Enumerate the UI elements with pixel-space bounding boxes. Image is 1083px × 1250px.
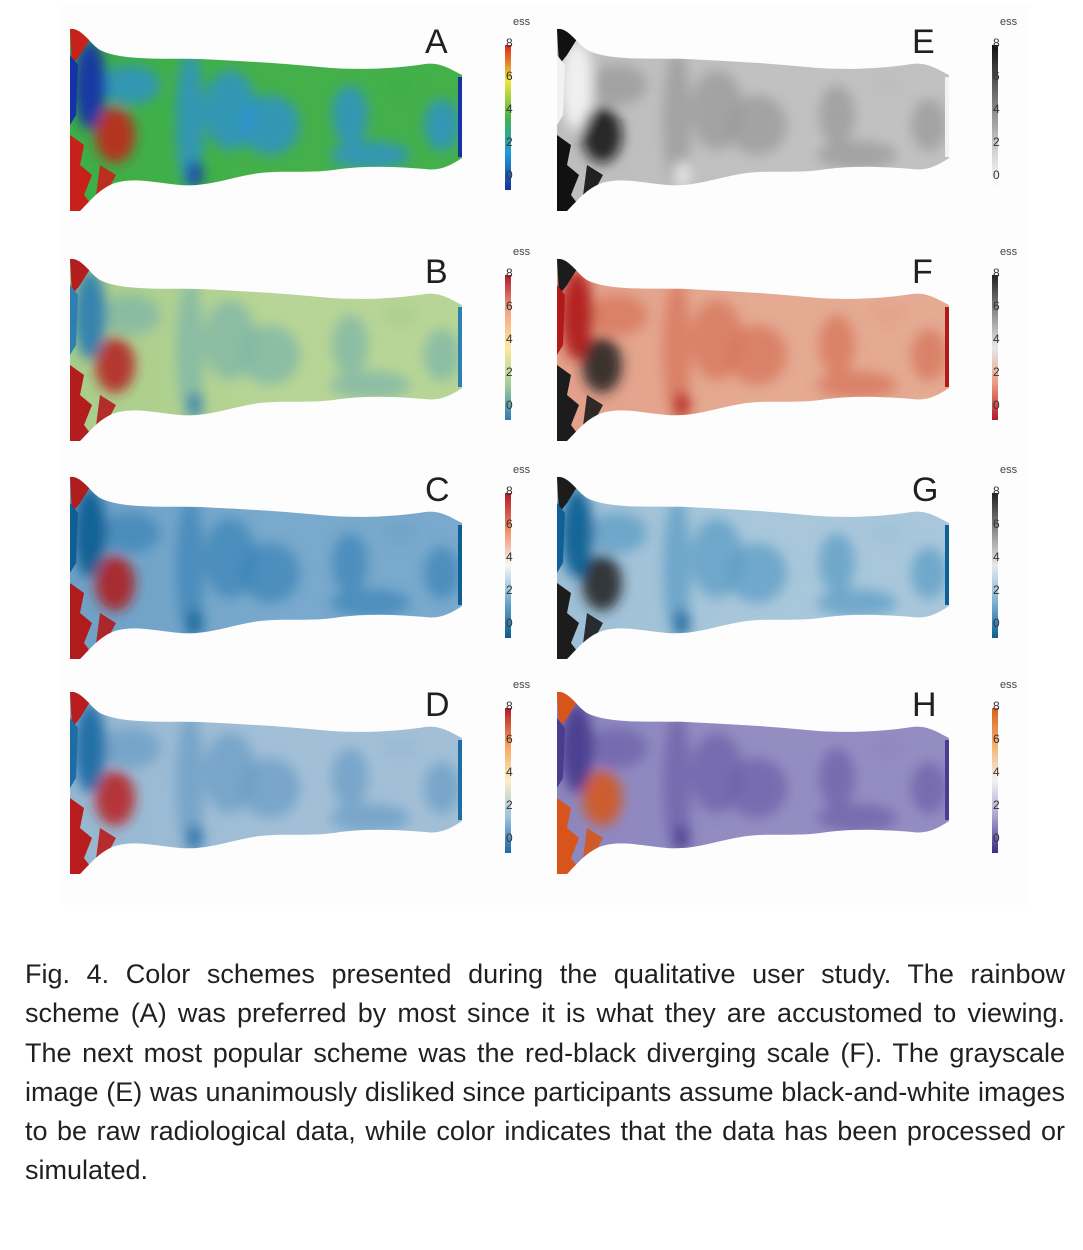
colorbar-tick: 6	[993, 69, 1000, 83]
colorbar-tick: 2	[506, 135, 513, 149]
colorbar-tick: 4	[506, 102, 513, 116]
wall-shear-visualization	[70, 258, 462, 442]
colorbar-tick: 6	[993, 299, 1000, 313]
wall-shear-visualization	[70, 28, 462, 212]
panel-label: G	[912, 471, 939, 509]
colorbar-tick: 4	[506, 765, 513, 779]
colorbar-tick: 4	[506, 550, 513, 564]
colorbar-title: ess	[513, 246, 531, 258]
colorbar-tick: 4	[993, 765, 1000, 779]
colorbar-title: ess	[513, 464, 531, 476]
colorbar-tick: 0	[993, 168, 1000, 182]
colorbar	[992, 45, 998, 190]
wall-shear-visualization	[70, 691, 462, 875]
colorbar-tick: 8	[993, 699, 1000, 713]
colorbar-title: ess	[513, 16, 531, 28]
colorbar-tick: 6	[993, 517, 1000, 531]
colorbar	[505, 45, 511, 190]
colorbar-tick: 8	[506, 36, 513, 50]
colorbar-tick: 4	[993, 332, 1000, 346]
colorbar-tick: 6	[506, 69, 513, 83]
colorbar-tick: 2	[506, 365, 513, 379]
colorbar-tick: 8	[506, 699, 513, 713]
colorbar-tick: 4	[993, 550, 1000, 564]
panel-label: H	[912, 686, 937, 724]
colorbar-title: ess	[513, 679, 531, 691]
colorbar	[505, 275, 511, 420]
colorbar-title: ess	[1000, 679, 1018, 691]
colorbar-tick: 6	[506, 732, 513, 746]
colorbar-tick: 6	[506, 299, 513, 313]
colorbar-title: ess	[1000, 464, 1018, 476]
colorbar-tick: 2	[993, 365, 1000, 379]
colorbar-tick: 4	[993, 102, 1000, 116]
colorbar-tick: 0	[506, 616, 513, 630]
figure-caption: Fig. 4. Color schemes presented during t…	[25, 959, 1065, 1186]
wall-shear-visualization	[557, 28, 949, 212]
colorbar-tick: 4	[506, 332, 513, 346]
colorbar-tick: 8	[993, 36, 1000, 50]
colorbar	[992, 708, 998, 853]
panel-label: F	[912, 253, 933, 291]
wall-shear-visualization	[557, 258, 949, 442]
colorbar-tick: 6	[993, 732, 1000, 746]
colorbar-tick: 8	[993, 484, 1000, 498]
colorbar-tick: 0	[993, 616, 1000, 630]
wall-shear-visualization	[70, 476, 462, 660]
colorbar	[505, 493, 511, 638]
colorbar-tick: 0	[506, 168, 513, 182]
panel-label: E	[912, 23, 935, 61]
colorbar-tick: 2	[506, 583, 513, 597]
panel-label: D	[425, 686, 450, 724]
wall-shear-visualization	[557, 691, 949, 875]
colorbar-tick: 6	[506, 517, 513, 531]
panel-label: B	[425, 253, 448, 291]
colorbar-tick: 2	[993, 135, 1000, 149]
colorbar-tick: 2	[993, 583, 1000, 597]
colorbar-tick: 0	[506, 398, 513, 412]
panel-label: C	[425, 471, 450, 509]
colorbar-tick: 0	[506, 831, 513, 845]
colorbar-tick: 8	[506, 484, 513, 498]
colorbar-tick: 0	[993, 398, 1000, 412]
colorbar	[992, 275, 998, 420]
colorbar-tick: 2	[993, 798, 1000, 812]
colorbar-title: ess	[1000, 246, 1018, 258]
colorbar	[505, 708, 511, 853]
colorbar-tick: 8	[506, 266, 513, 280]
wall-shear-visualization	[557, 476, 949, 660]
colorbar-tick: 2	[506, 798, 513, 812]
colorbar	[992, 493, 998, 638]
colorbar-title: ess	[1000, 16, 1018, 28]
colorbar-tick: 8	[993, 266, 1000, 280]
panel-label: A	[425, 23, 448, 61]
colorbar-tick: 0	[993, 831, 1000, 845]
